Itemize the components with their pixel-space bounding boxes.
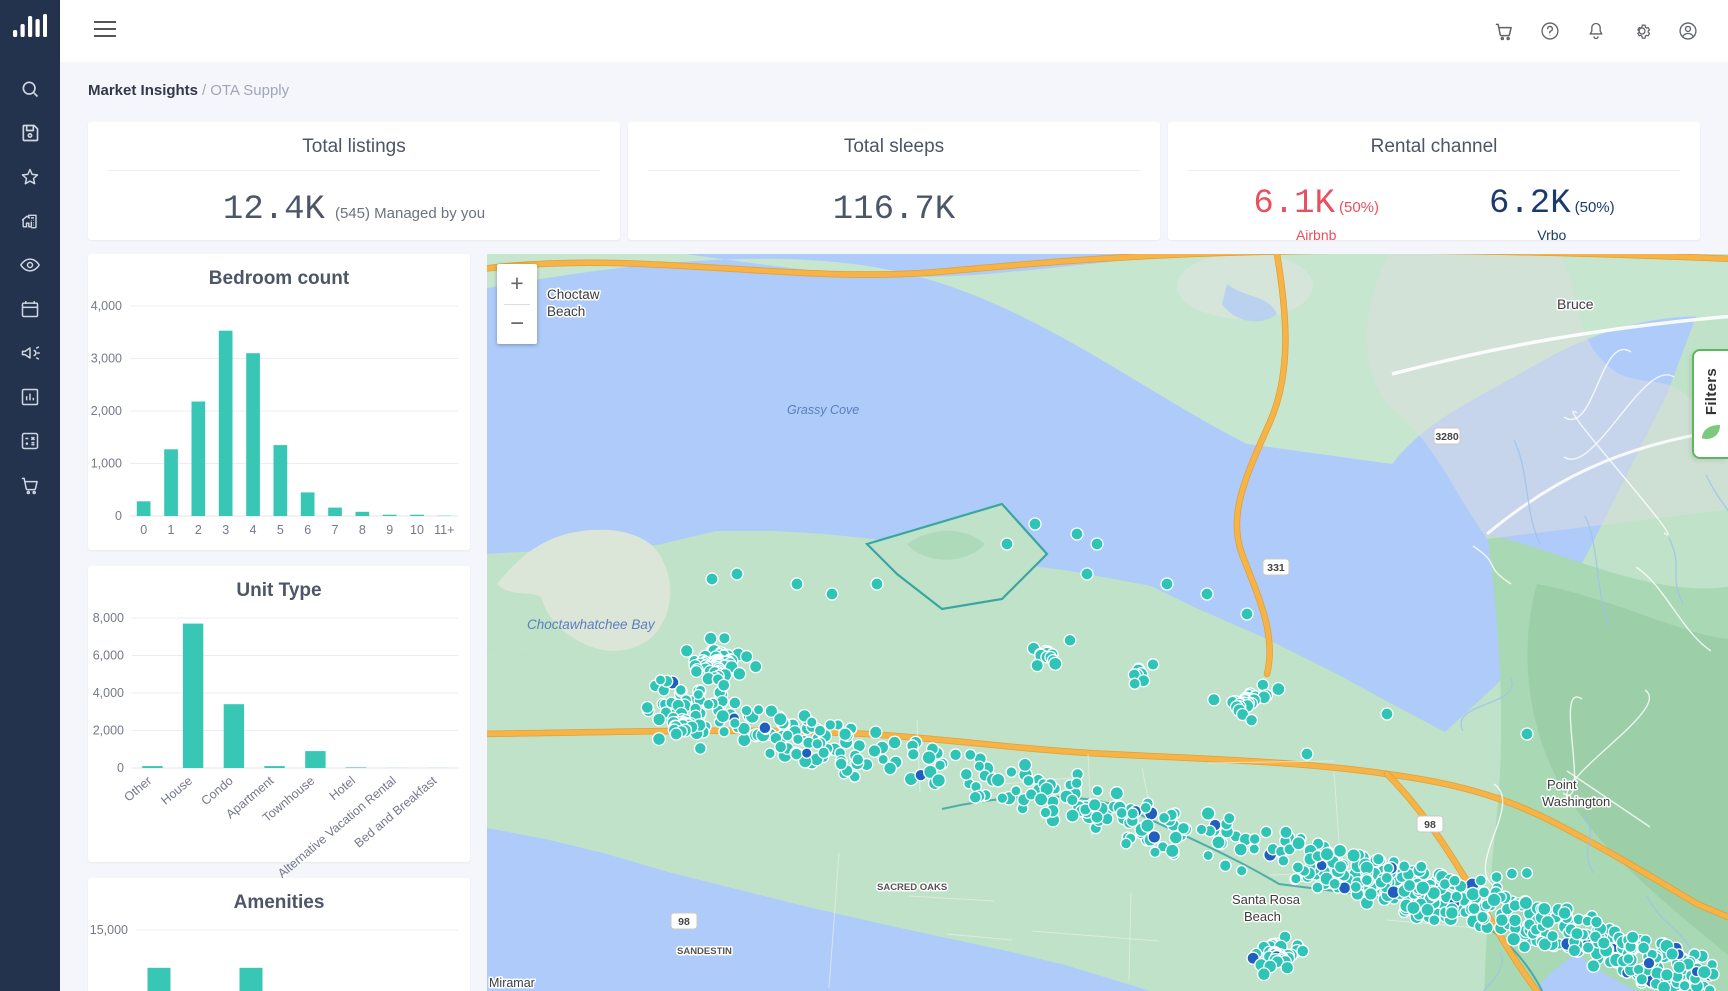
svg-text:7: 7: [332, 523, 339, 537]
svg-text:House: House: [158, 774, 195, 808]
svg-text:2,000: 2,000: [91, 404, 122, 418]
svg-text:3280: 3280: [1435, 431, 1459, 443]
svg-text:10: 10: [410, 523, 424, 537]
svg-text:Choctawhatchee Bay: Choctawhatchee Bay: [527, 617, 656, 632]
svg-text:1: 1: [168, 523, 175, 537]
svg-text:8: 8: [359, 523, 366, 537]
svg-text:Bruce: Bruce: [1557, 296, 1594, 312]
svg-text:6,000: 6,000: [93, 649, 124, 663]
svg-text:4,000: 4,000: [93, 686, 124, 700]
svg-text:4,000: 4,000: [91, 299, 122, 313]
svg-text:3,000: 3,000: [91, 352, 122, 366]
svg-text:0: 0: [117, 761, 124, 775]
svg-text:Point: Point: [1547, 777, 1577, 792]
svg-text:8,000: 8,000: [93, 611, 124, 625]
svg-text:0: 0: [140, 523, 147, 537]
svg-text:2,000: 2,000: [93, 724, 124, 738]
svg-text:Washington: Washington: [1542, 794, 1610, 809]
svg-text:5: 5: [277, 523, 284, 537]
svg-text:15,000: 15,000: [90, 923, 128, 937]
svg-text:Beach: Beach: [547, 304, 585, 319]
svg-text:Condo: Condo: [199, 774, 236, 808]
svg-text:Miramar: Miramar: [489, 976, 535, 990]
svg-text:Santa Rosa: Santa Rosa: [1232, 892, 1301, 907]
svg-text:11+: 11+: [434, 523, 454, 537]
svg-text:9: 9: [386, 523, 393, 537]
svg-text:Choctaw: Choctaw: [547, 287, 600, 302]
svg-text:Hotel: Hotel: [327, 774, 358, 803]
svg-text:3: 3: [222, 523, 229, 537]
svg-text:Other: Other: [121, 774, 154, 805]
svg-text:4: 4: [250, 523, 257, 537]
svg-text:SACRED OAKS: SACRED OAKS: [877, 882, 947, 893]
svg-text:98: 98: [1424, 819, 1436, 831]
svg-text:2: 2: [195, 523, 202, 537]
svg-text:Grassy Cove: Grassy Cove: [787, 403, 859, 417]
svg-text:1,000: 1,000: [91, 457, 122, 471]
svg-text:SANDESTIN: SANDESTIN: [677, 946, 732, 957]
svg-text:0: 0: [115, 509, 122, 523]
svg-text:331: 331: [1267, 562, 1285, 574]
svg-text:6: 6: [304, 523, 311, 537]
svg-text:98: 98: [678, 916, 690, 928]
svg-text:Beach: Beach: [1244, 909, 1281, 924]
